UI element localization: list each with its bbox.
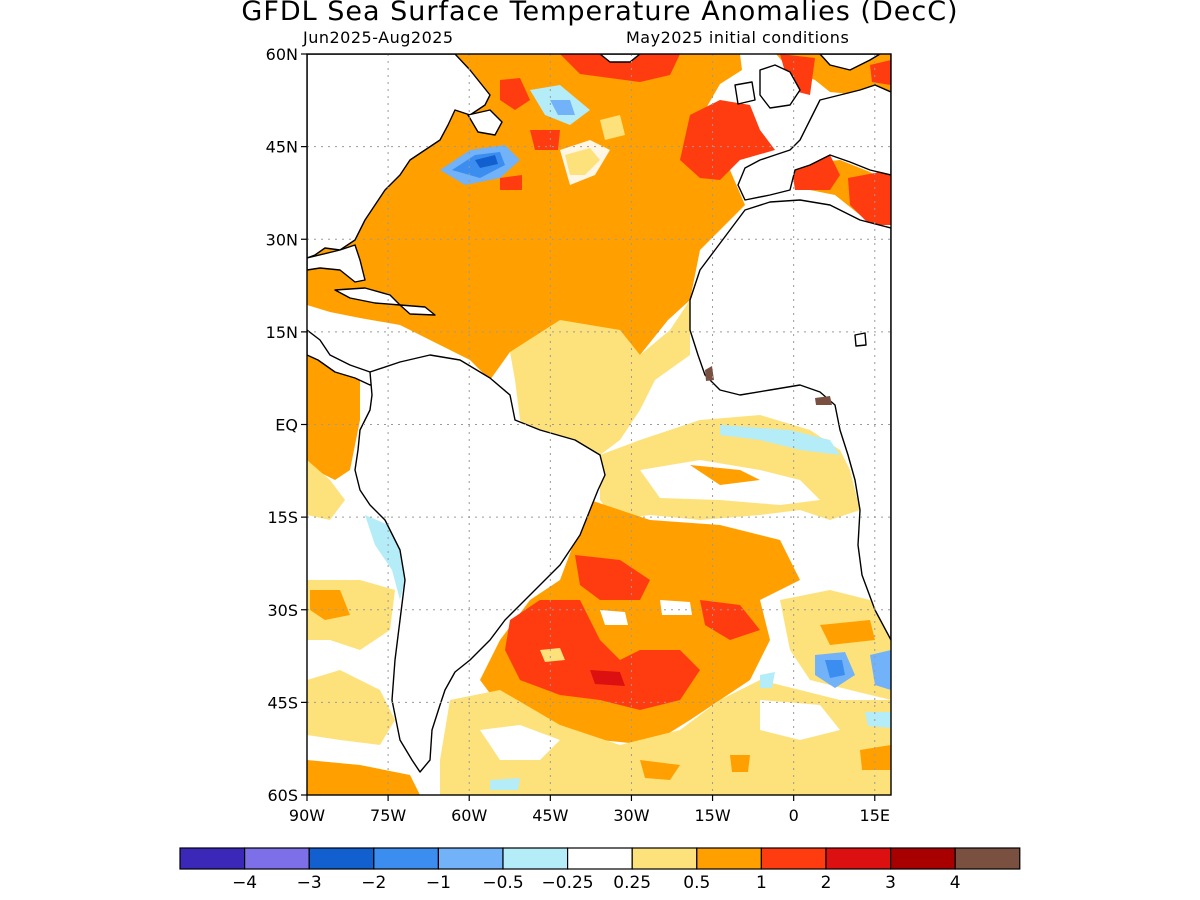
x-tick-label: 75W: [370, 806, 406, 825]
colorbar-swatch: [244, 847, 310, 870]
gridlines: [307, 54, 891, 795]
x-tick-label: 15E: [860, 806, 890, 825]
colorbar-swatch: [954, 847, 1021, 870]
colorbar-label: 4: [950, 873, 961, 893]
y-tick-label: 30N: [266, 230, 298, 249]
x-tick-label: 15W: [694, 806, 730, 825]
x-tick-label: 60W: [451, 806, 487, 825]
colorbar-swatch: [502, 847, 569, 870]
colorbar-swatch: [696, 847, 762, 870]
anomaly-gulf-of-guinea-cool: [720, 425, 840, 455]
y-tick-label: 60S: [267, 786, 298, 805]
colorbar-label: 3: [885, 873, 896, 893]
x-tick-label: 90W: [289, 806, 325, 825]
colorbar-swatch: [437, 847, 504, 870]
map-title: GFDL Sea Surface Temperature Anomalies (…: [241, 0, 959, 27]
land: [307, 54, 891, 773]
anomaly-east-pacific: [307, 355, 360, 480]
x-tick-label: 30W: [613, 806, 649, 825]
colorbar-swatch: [760, 847, 827, 870]
colorbar-label: −0.5: [482, 873, 523, 893]
island-newfoundland: [467, 109, 503, 136]
colorbar-label: −4: [232, 873, 257, 893]
y-tick-label: 15N: [266, 323, 298, 342]
forecast-period: Jun2025-Aug2025: [303, 28, 454, 47]
y-tick-label: 45S: [267, 693, 298, 712]
colorbar-swatch: [566, 847, 633, 870]
colorbar-swatch: [889, 847, 956, 870]
anomaly-northeast-atlantic-warm: [680, 100, 775, 180]
colorbar-label: −3: [297, 873, 322, 893]
colorbar-swatch: [825, 847, 892, 870]
map-frame: [307, 54, 891, 795]
x-tick-label: 0: [789, 806, 799, 825]
anomaly-patch-4plus: [705, 366, 714, 381]
continent-north-america: [307, 54, 491, 259]
continent-south-america: [354, 354, 606, 773]
initial-conditions: May2025 initial conditions: [626, 28, 850, 47]
y-tick-label: EQ: [275, 416, 298, 435]
y-tick-label: 15S: [267, 508, 298, 527]
colorbar-swatch: [373, 847, 439, 870]
y-tick-label: 60N: [266, 45, 298, 64]
colorbar-label: −1: [426, 873, 451, 893]
colorbar-label: 0.5: [683, 873, 710, 893]
colorbar: −4 −3 −2 −1 −0.5 −0.25 0.25 0.5 1 2 3 4: [179, 847, 1021, 893]
colorbar-label: −0.25: [542, 873, 594, 893]
y-axis: 60N 45N 30N 15N EQ 15S 30S 45S 60S: [266, 45, 307, 805]
continent-africa: [689, 199, 891, 641]
colorbar-swatch: [308, 847, 375, 870]
colorbar-label: 1: [756, 873, 767, 893]
colorbar-label: 2: [821, 873, 832, 893]
island-britain: [759, 64, 801, 109]
y-tick-label: 45N: [266, 138, 298, 157]
colorbar-swatch: [631, 847, 698, 870]
anomaly-tropical-atlantic: [510, 300, 690, 455]
x-tick-label: 45W: [532, 806, 568, 825]
continent-europe: [737, 54, 891, 201]
y-tick-label: 30S: [267, 601, 298, 620]
x-axis: 90W 75W 60W 45W 30W 15W 0 15E: [289, 795, 890, 825]
colorbar-label: 0.25: [613, 873, 651, 893]
colorbar-swatch: [179, 847, 246, 870]
anomaly-mediterranean-warm: [792, 155, 840, 190]
colorbar-label: −2: [361, 873, 386, 893]
